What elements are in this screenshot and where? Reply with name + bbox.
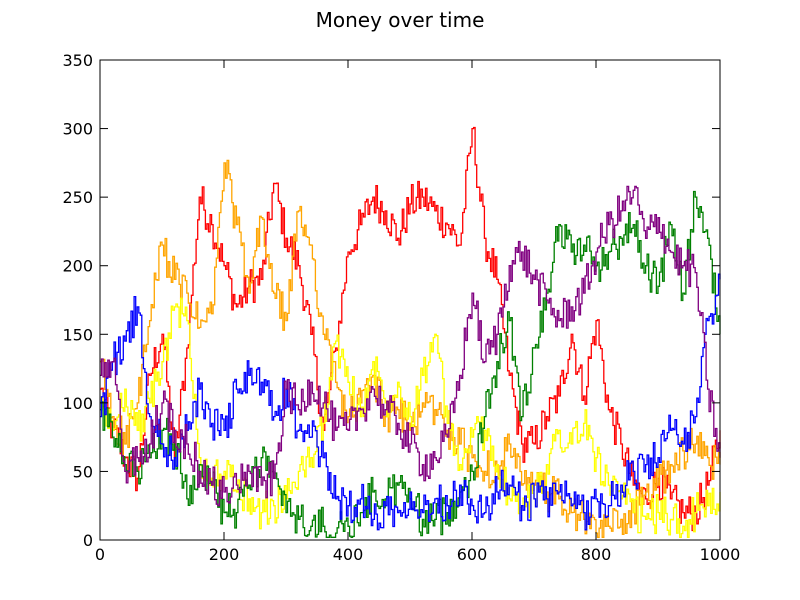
series-line-2 <box>100 159 721 538</box>
y-tick-label: 300 <box>62 120 93 139</box>
y-axis: 0 50 100 150 200 250 300 350 <box>62 51 720 550</box>
x-tick-label: 0 <box>95 545 105 564</box>
y-tick-label: 150 <box>62 325 93 344</box>
y-tick-label: 250 <box>62 188 93 207</box>
series-line-6 <box>100 185 721 507</box>
chart-title: Money over time <box>316 8 485 32</box>
y-tick-label: 350 <box>62 51 93 70</box>
x-tick-label: 400 <box>333 545 364 564</box>
y-tick-label: 0 <box>83 531 93 550</box>
y-tick-label: 200 <box>62 257 93 276</box>
y-tick-label: 50 <box>73 462 93 481</box>
series-layer <box>100 126 721 538</box>
x-axis: 0 200 400 600 800 1000 <box>95 60 740 564</box>
x-tick-label: 800 <box>581 545 612 564</box>
x-tick-label: 200 <box>209 545 240 564</box>
x-tick-label: 600 <box>457 545 488 564</box>
series-line-1 <box>100 126 721 532</box>
y-tick-label: 100 <box>62 394 93 413</box>
x-tick-label: 1000 <box>700 545 741 564</box>
series-line-5 <box>100 273 721 531</box>
plot-frame <box>99 59 721 541</box>
